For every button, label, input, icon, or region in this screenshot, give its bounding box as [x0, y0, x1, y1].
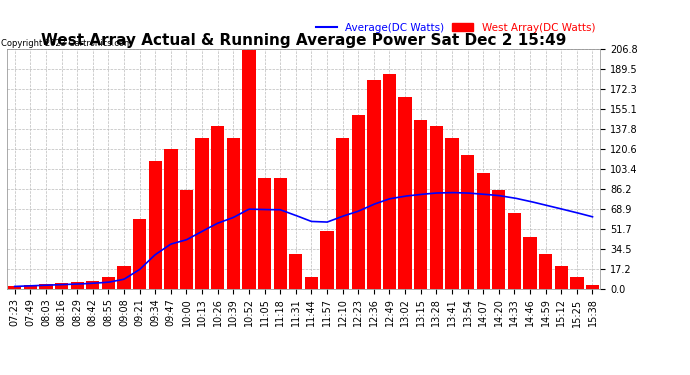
Bar	[55, 283, 68, 289]
Bar	[383, 74, 396, 289]
Bar	[195, 138, 209, 289]
Bar	[586, 285, 599, 289]
Bar	[39, 284, 52, 289]
Bar	[570, 277, 584, 289]
Title: West Array Actual & Running Average Power Sat Dec 2 15:49: West Array Actual & Running Average Powe…	[41, 33, 566, 48]
Bar	[320, 231, 334, 289]
Bar	[242, 50, 255, 289]
Text: Copyright 2023 Cartronics.com: Copyright 2023 Cartronics.com	[1, 39, 132, 48]
Bar	[148, 161, 162, 289]
Bar	[430, 126, 443, 289]
Legend: Average(DC Watts), West Array(DC Watts): Average(DC Watts), West Array(DC Watts)	[316, 23, 595, 33]
Bar	[367, 80, 380, 289]
Bar	[524, 237, 537, 289]
Bar	[211, 126, 224, 289]
Bar	[492, 190, 506, 289]
Bar	[70, 282, 83, 289]
Bar	[258, 178, 271, 289]
Bar	[461, 155, 474, 289]
Bar	[336, 138, 349, 289]
Bar	[508, 213, 521, 289]
Bar	[305, 277, 318, 289]
Bar	[133, 219, 146, 289]
Bar	[352, 115, 365, 289]
Bar	[180, 190, 193, 289]
Bar	[273, 178, 287, 289]
Bar	[101, 277, 115, 289]
Bar	[539, 254, 552, 289]
Bar	[117, 266, 130, 289]
Bar	[289, 254, 302, 289]
Bar	[398, 97, 412, 289]
Bar	[414, 120, 427, 289]
Bar	[86, 280, 99, 289]
Bar	[164, 150, 177, 289]
Bar	[445, 138, 459, 289]
Bar	[555, 266, 568, 289]
Bar	[8, 286, 21, 289]
Bar	[477, 173, 490, 289]
Bar	[23, 285, 37, 289]
Bar	[227, 138, 240, 289]
